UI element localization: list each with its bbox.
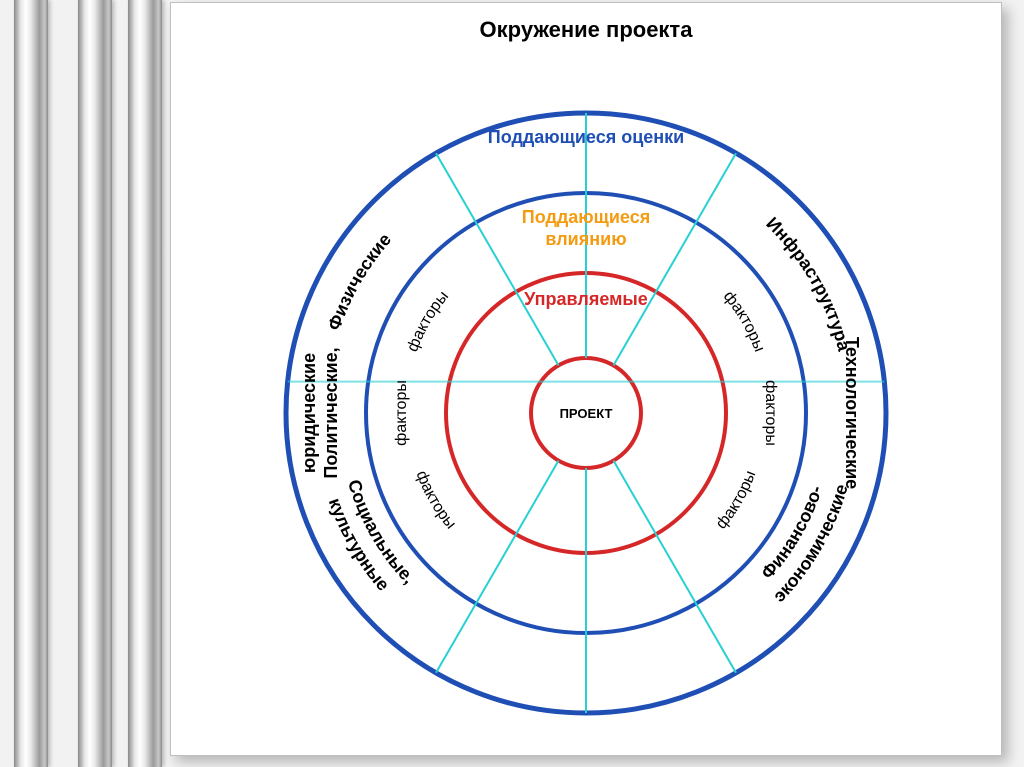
decor-pillar-1 <box>14 0 48 767</box>
sector-divider <box>436 461 559 673</box>
environment-diagram: Окружение проекта ПРОЕКТ Поддающиеся оценк… <box>171 3 1001 755</box>
ring-label-influence: влиянию <box>545 229 626 249</box>
ring-label-influence: Поддающиеся <box>522 207 650 227</box>
factor-label: факторы <box>404 288 452 354</box>
sector-divider <box>436 153 559 365</box>
decor-pillar-3 <box>128 0 162 767</box>
decor-pillar-2 <box>78 0 112 767</box>
ring-label-managed: Управляемые <box>524 289 648 309</box>
factor-label: факторы <box>413 468 460 532</box>
ring-label-assess: Поддающиеся оценки <box>488 127 685 147</box>
sector-divider <box>614 461 737 673</box>
factor-label: факторы <box>393 380 410 446</box>
page-title: Окружение проекта <box>480 17 694 42</box>
factor-label: факторы <box>762 380 779 446</box>
stage: Окружение проекта ПРОЕКТ Поддающиеся оценк… <box>0 0 1024 767</box>
outer-label: Технологические <box>842 337 862 489</box>
outer-label: Инфраструктура <box>762 213 854 354</box>
factor-label: факторы <box>713 468 760 532</box>
outer-label: Политические, <box>321 347 341 478</box>
center-label: ПРОЕКТ <box>560 406 613 421</box>
diagram-card: Окружение проекта ПРОЕКТ Поддающиеся оценк… <box>170 2 1002 756</box>
outer-label: юридические <box>299 353 319 473</box>
factor-label: факторы <box>720 288 768 354</box>
sector-divider <box>614 153 737 365</box>
